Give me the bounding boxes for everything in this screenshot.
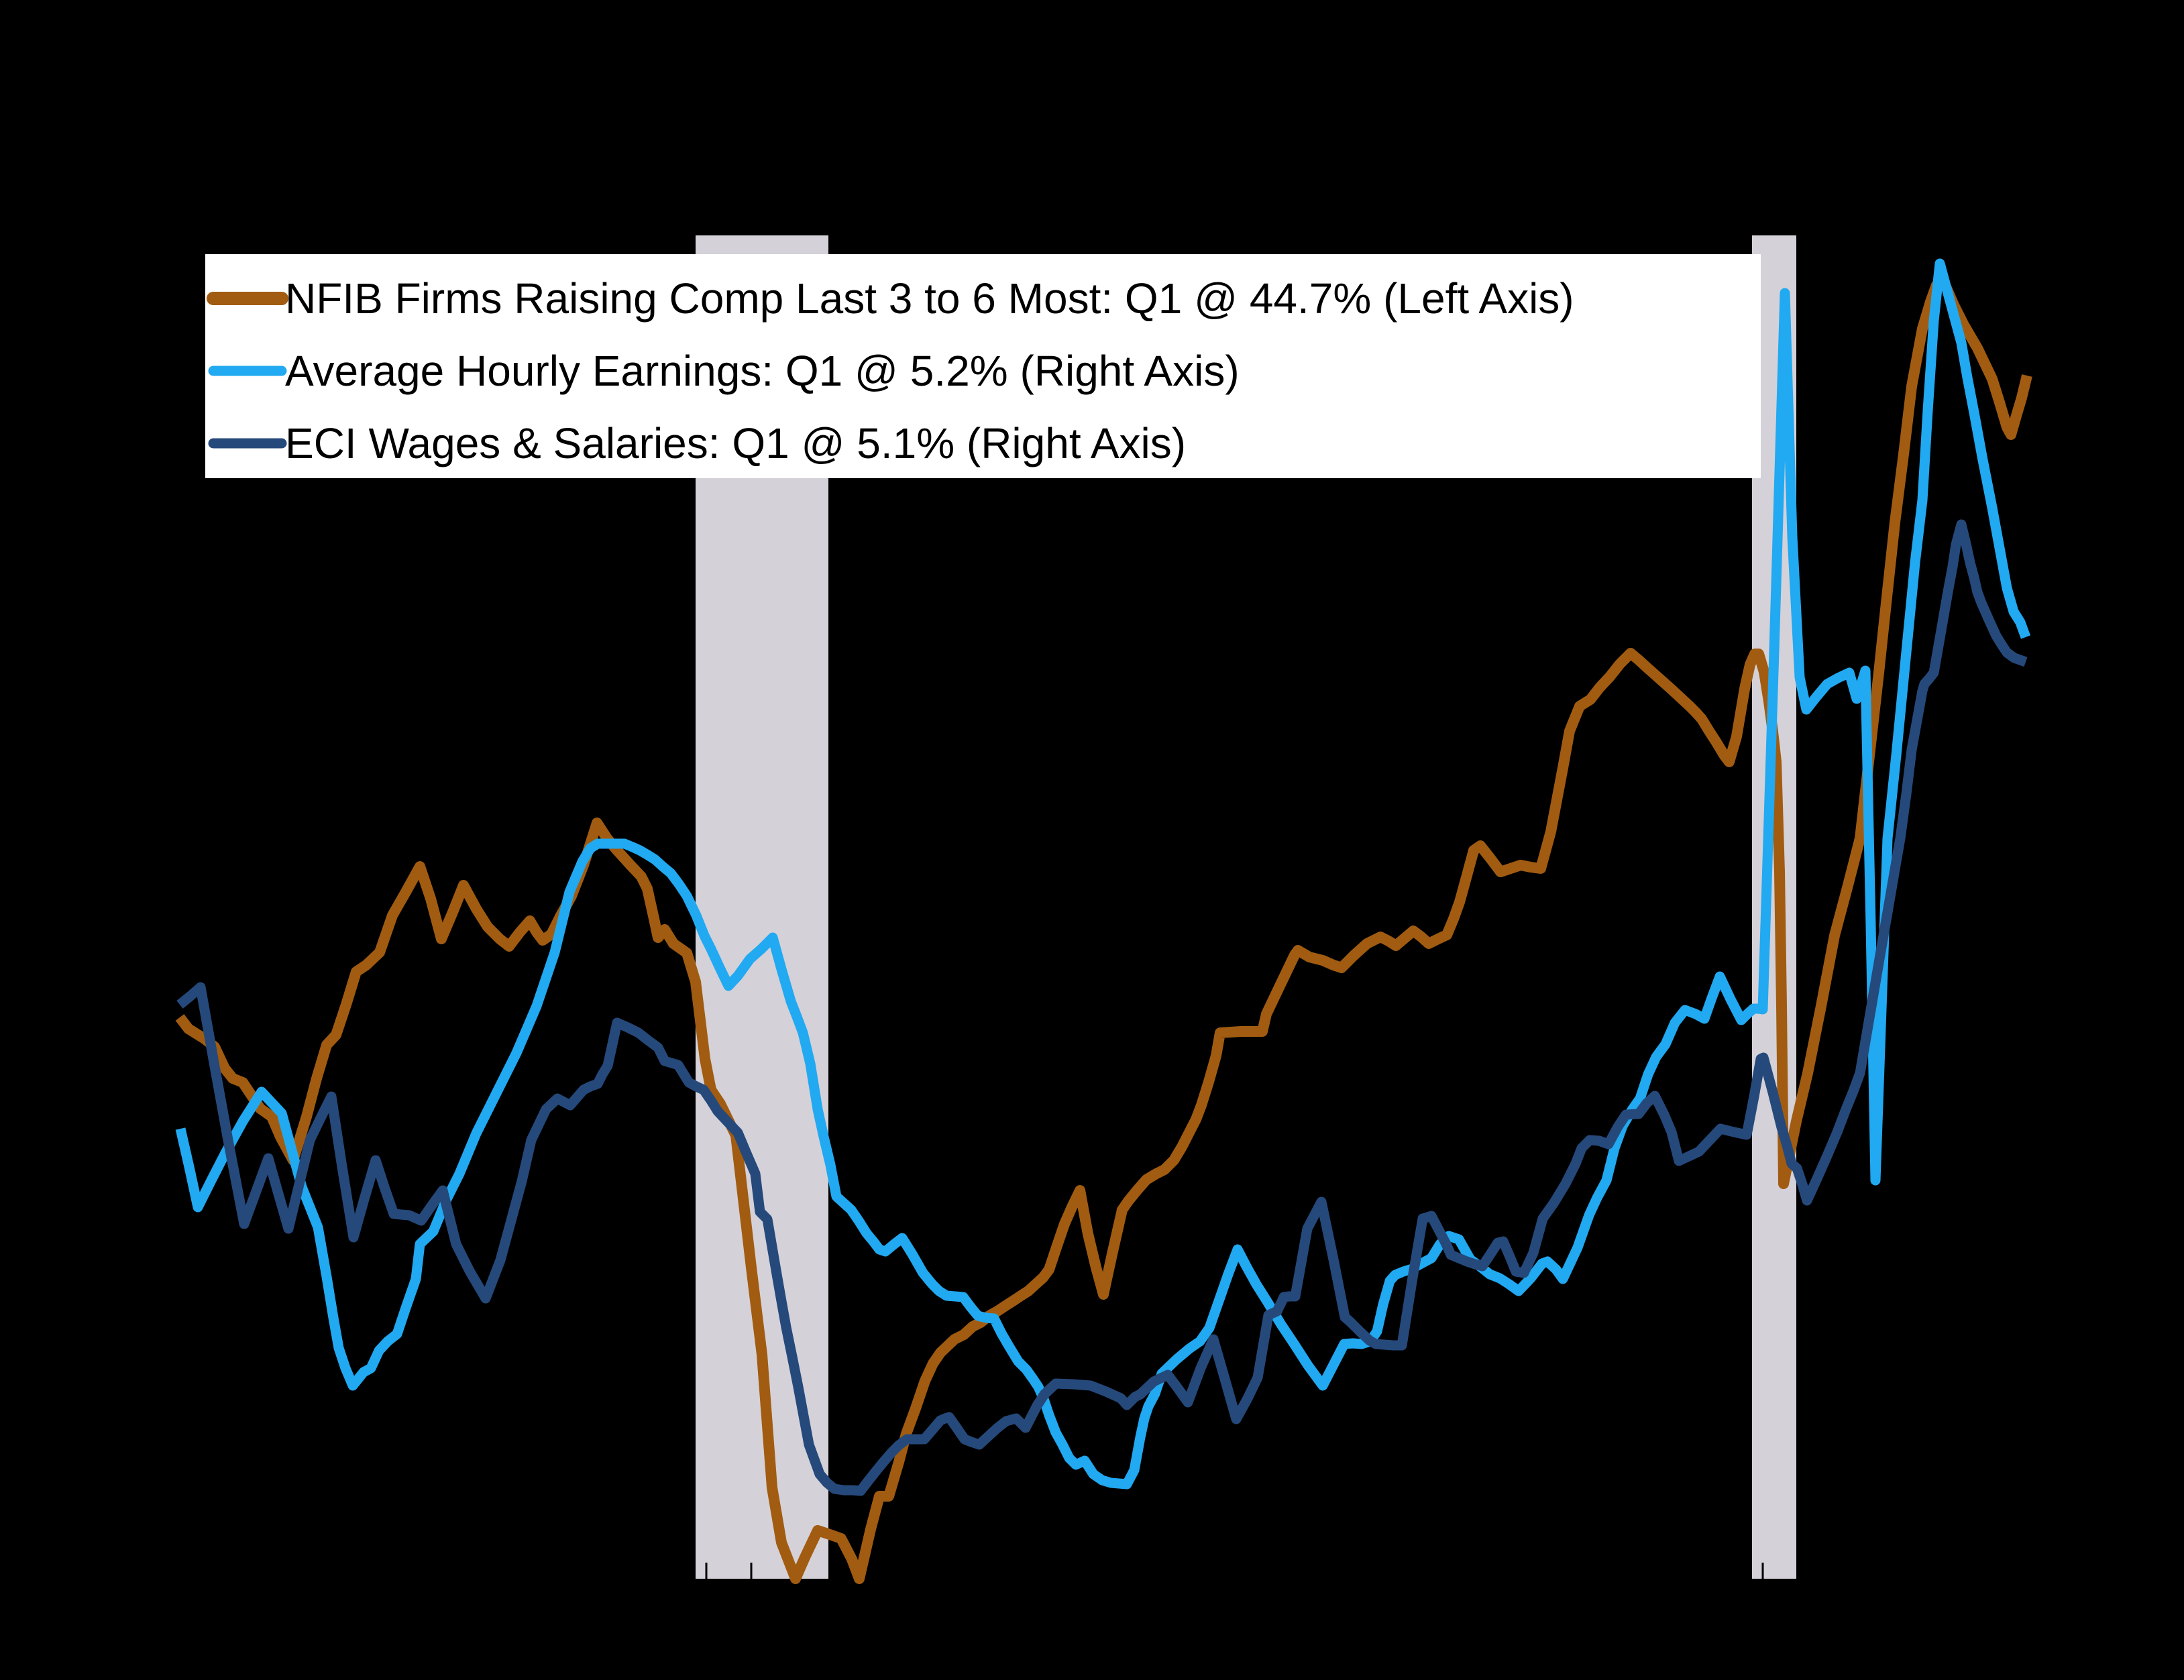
svg-text:NFIB Firms Raising Comp Last 3: NFIB Firms Raising Comp Last 3 to 6 Most… [285, 274, 1574, 323]
svg-text:ECI Wages & Salaries: Q1 @ 5.1: ECI Wages & Salaries: Q1 @ 5.1% (Right A… [285, 419, 1186, 467]
svg-text:Average Hourly Earnings: Q1 @: Average Hourly Earnings: Q1 @ 5.2% (Righ… [285, 347, 1240, 395]
